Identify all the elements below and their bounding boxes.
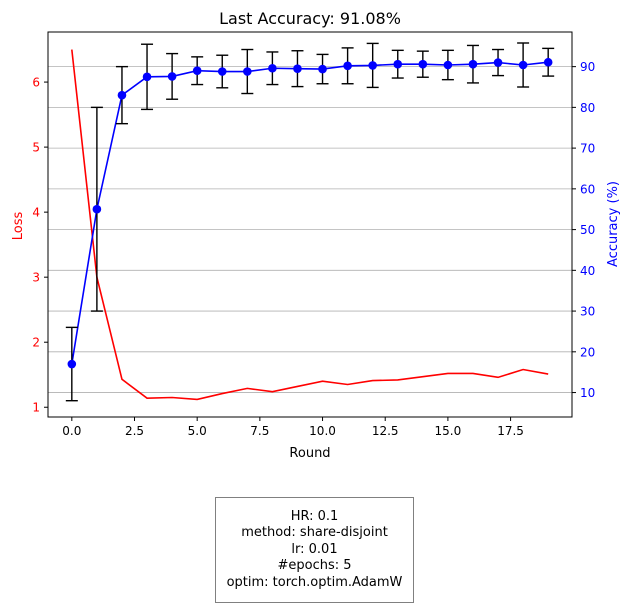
right-tick-label: 50 <box>580 223 595 237</box>
parameters-box: HR: 0.1 method: share-disjoint lr: 0.01 … <box>215 497 414 603</box>
right-tick-label: 80 <box>580 101 595 115</box>
series-layer <box>65 42 555 402</box>
accuracy-point <box>92 204 102 214</box>
x-tick-label: 17.5 <box>497 424 524 438</box>
axes: 0.0 2.5 5.0 7.5 10.0 12.5 15.0 17.5 1 2 3 4 5 6 10 20 30… <box>32 60 595 438</box>
right-tick-label: 90 <box>580 60 595 74</box>
accuracy-point <box>518 60 528 70</box>
x-tick-label: 15.0 <box>435 424 462 438</box>
accuracy-point <box>67 359 77 369</box>
right-tick-label: 30 <box>580 305 595 319</box>
info-line: #epochs: 5 <box>277 558 352 574</box>
accuracy-point <box>217 67 227 76</box>
right-tick-label: 60 <box>580 182 595 196</box>
accuracy-point <box>543 57 553 67</box>
x-tick-label: 0.0 <box>62 424 81 438</box>
grid-lines <box>48 66 572 393</box>
accuracy-point <box>293 64 302 73</box>
accuracy-point <box>368 61 377 70</box>
accuracy-point <box>393 59 403 69</box>
right-tick-label: 70 <box>580 142 595 156</box>
left-tick-label: 5 <box>32 141 40 155</box>
accuracy-point <box>243 67 252 76</box>
right-tick-label: 40 <box>580 264 595 278</box>
info-line: HR: 0.1 <box>290 508 339 524</box>
accuracy-point <box>192 66 202 76</box>
plot-frame <box>47 31 573 418</box>
x-tick-label: 2.5 <box>125 424 144 438</box>
right-axis-label: Accuracy (%) <box>606 181 621 267</box>
accuracy-point <box>117 90 127 100</box>
accuracy-point <box>268 63 277 73</box>
x-tick-label: 7.5 <box>250 424 269 438</box>
left-tick-label: 1 <box>32 401 40 415</box>
x-tick-label: 5.0 <box>188 424 207 438</box>
accuracy-point <box>318 64 327 74</box>
accuracy-point <box>418 59 428 69</box>
info-line: lr: 0.01 <box>291 541 338 557</box>
left-axis-label: Loss <box>11 212 26 241</box>
accuracy-point <box>468 59 478 69</box>
x-tick-label: 12.5 <box>372 424 399 438</box>
accuracy-point <box>142 72 152 82</box>
x-tick-label: 10.0 <box>309 424 336 438</box>
x-axis-label: Round <box>289 446 330 461</box>
chart-title: Last Accuracy: 91.08% <box>219 9 401 28</box>
accuracy-point <box>343 61 352 71</box>
info-line: optim: torch.optim.AdamW <box>226 574 403 590</box>
accuracy-point <box>443 60 453 70</box>
left-tick-label: 6 <box>32 76 40 90</box>
left-tick-label: 3 <box>32 271 40 285</box>
left-tick-label: 4 <box>32 206 40 220</box>
right-tick-label: 10 <box>580 386 595 400</box>
accuracy-point <box>493 58 503 67</box>
info-line: method: share-disjoint <box>241 525 388 541</box>
loss-line <box>71 49 549 401</box>
accuracy-point <box>167 72 177 81</box>
right-tick-label: 20 <box>580 345 595 359</box>
left-tick-label: 2 <box>32 336 40 350</box>
